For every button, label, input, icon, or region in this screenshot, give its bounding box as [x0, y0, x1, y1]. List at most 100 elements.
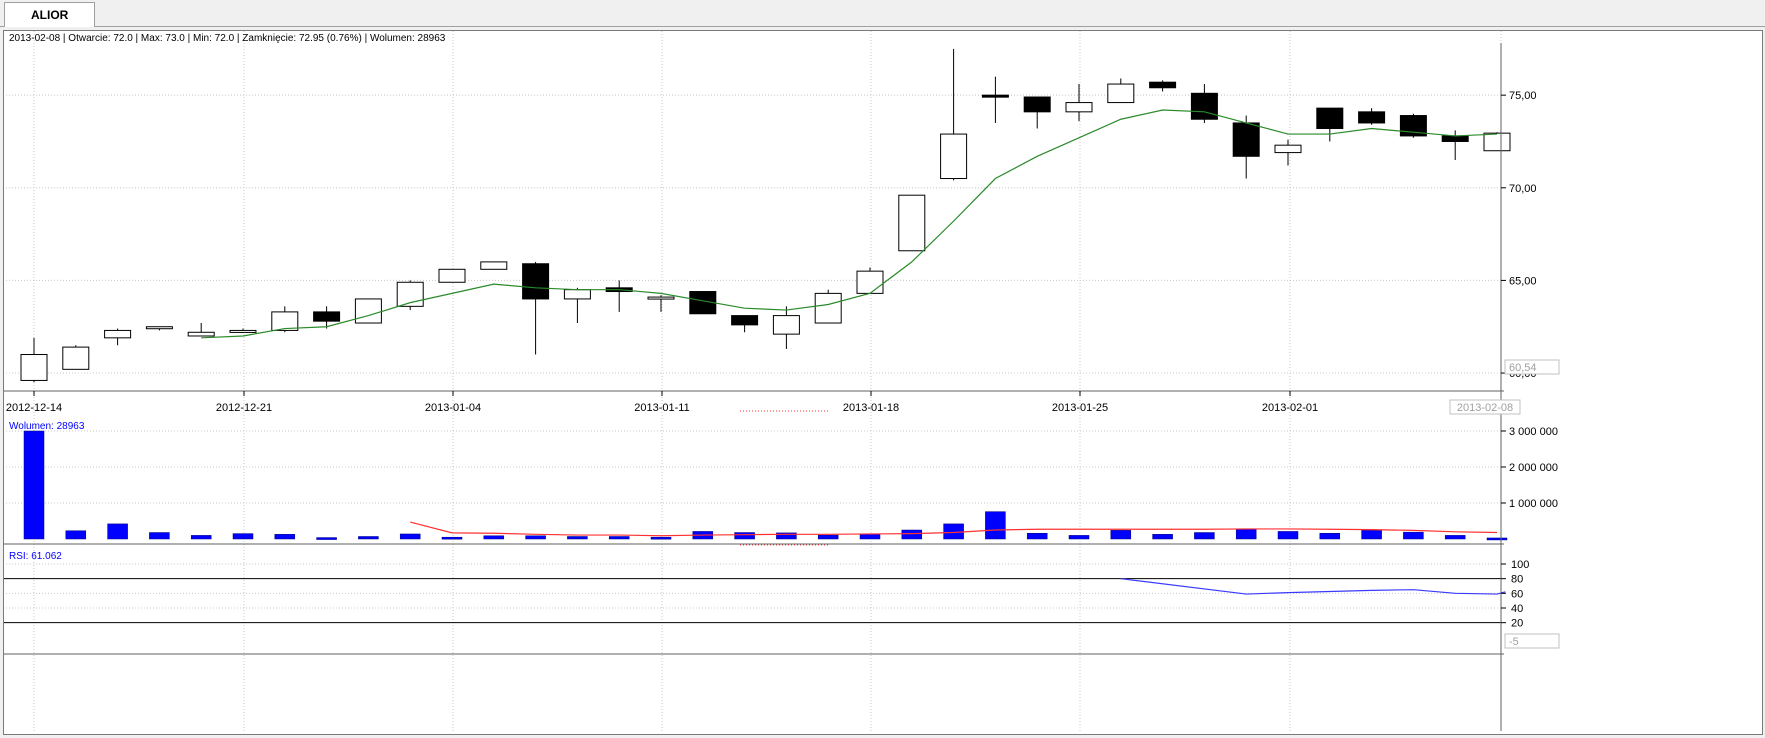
volume-bar — [985, 511, 1006, 540]
volume-bar — [1361, 530, 1382, 540]
candle-up — [1483, 132, 1511, 152]
candle-down — [1358, 111, 1386, 124]
volume-bar — [1110, 530, 1132, 540]
candle-down — [1190, 92, 1218, 120]
volume-bar — [1277, 531, 1299, 540]
candle-up — [1107, 83, 1135, 104]
volume-bar — [65, 530, 87, 540]
candle-down — [981, 94, 1009, 98]
volume-bar — [1152, 534, 1173, 540]
candle-up — [814, 292, 842, 324]
date-tick-label: 2012-12-21 — [216, 402, 272, 414]
volume-bar — [817, 534, 839, 540]
rsi-tick-label: 80 — [1511, 574, 1523, 586]
date-tick-label: 2013-02-01 — [1262, 402, 1318, 414]
volume-bar — [107, 523, 128, 540]
volume-tick-label: 3 000 000 — [1509, 426, 1558, 438]
volume-bar — [1486, 537, 1508, 541]
rsi-cursor-value: -5 — [1509, 636, 1519, 648]
price-tick-label: 65,00 — [1509, 275, 1537, 287]
volume-bar — [567, 536, 588, 540]
volume-tick-label: 1 000 000 — [1509, 498, 1558, 510]
price-cursor-box — [1504, 359, 1560, 375]
candle-down — [1441, 135, 1469, 142]
date-tick-label: 2013-01-25 — [1052, 402, 1108, 414]
candle-down — [731, 315, 759, 326]
volume-bar — [1194, 532, 1215, 540]
chart-panel: 75,0070,0065,0060,0060,542012-12-142012-… — [3, 30, 1763, 735]
candle-up — [940, 133, 968, 180]
candle-up — [20, 354, 48, 381]
date-tick-label: 2013-01-11 — [634, 402, 689, 414]
volume-bar — [190, 535, 212, 540]
volume-bar — [399, 533, 421, 540]
candle-up — [898, 194, 926, 252]
volume-bar — [1444, 535, 1466, 540]
volume-bar — [441, 536, 463, 540]
rsi-line — [1120, 578, 1506, 595]
rsi-tick-label: 40 — [1511, 603, 1523, 615]
volume-bar — [776, 532, 797, 540]
candle-down — [1232, 122, 1260, 157]
date-tick-label: 2012-12-14 — [6, 402, 62, 414]
candle-up — [772, 315, 800, 335]
date-cursor-value: 2013-02-08 — [1457, 402, 1513, 414]
volume-label: Wolumen: 28963 — [9, 421, 85, 432]
rsi-tick-label: 100 — [1511, 559, 1529, 571]
volume-bar — [943, 523, 964, 540]
moving-average-line — [201, 109, 1498, 339]
volume-bar — [483, 535, 505, 540]
volume-bar — [525, 535, 546, 540]
candle-up — [271, 311, 299, 331]
price-tick-label: 75,00 — [1509, 90, 1537, 102]
volume-tick-label: 2 000 000 — [1509, 462, 1558, 474]
volume-moving-average-line — [410, 521, 1498, 537]
ohlc-info: 2013-02-08 | Otwarcie: 72.0 | Max: 73.0 … — [9, 33, 446, 44]
volume-bar — [901, 529, 923, 540]
volume-bar — [734, 532, 755, 540]
candle-down — [522, 263, 550, 300]
candle-up — [229, 329, 257, 333]
candle-down — [313, 311, 341, 322]
volume-bar — [316, 537, 337, 540]
candle-down — [1149, 81, 1177, 89]
volume-bar — [1319, 532, 1341, 540]
volume-bar — [1235, 528, 1257, 540]
candle-up — [145, 326, 173, 330]
volume-bar — [23, 430, 45, 540]
candle-up — [1274, 144, 1302, 154]
chart-svg: 75,0070,0065,0060,0060,542012-12-142012-… — [4, 31, 1560, 731]
candle-down — [1316, 107, 1344, 130]
volume-bar — [232, 533, 254, 540]
candle-up — [104, 329, 132, 339]
candle-up — [354, 298, 382, 324]
rsi-cursor-box — [1504, 633, 1560, 649]
volume-bar — [358, 536, 379, 540]
rsi-label: RSI: 61.062 — [9, 551, 62, 562]
rsi-tick-label: 60 — [1511, 588, 1523, 600]
candle-up — [1065, 102, 1093, 113]
volume-bar — [1026, 532, 1048, 540]
candle-up — [647, 296, 675, 300]
date-tick-label: 2013-01-18 — [843, 402, 899, 414]
price-tick-label: 70,00 — [1509, 183, 1537, 195]
candle-down — [1023, 96, 1051, 113]
volume-bar — [1068, 535, 1090, 540]
tab-bar: ALIOR — [0, 0, 1765, 27]
volume-bar — [1403, 531, 1424, 540]
candle-down — [1399, 115, 1427, 137]
volume-bar — [608, 536, 630, 540]
volume-bar — [859, 533, 881, 540]
volume-bar — [650, 536, 672, 540]
rsi-tick-label: 20 — [1511, 618, 1523, 630]
volume-bar — [274, 534, 296, 540]
candle-up — [480, 261, 508, 270]
candle-up — [62, 346, 90, 370]
volume-bar — [149, 532, 170, 540]
candle-up — [563, 289, 591, 300]
tab-alior[interactable]: ALIOR — [4, 2, 96, 27]
date-cursor-box — [1449, 399, 1521, 415]
candle-up — [856, 270, 884, 294]
candle-up — [187, 331, 215, 337]
candle-up — [438, 268, 466, 283]
